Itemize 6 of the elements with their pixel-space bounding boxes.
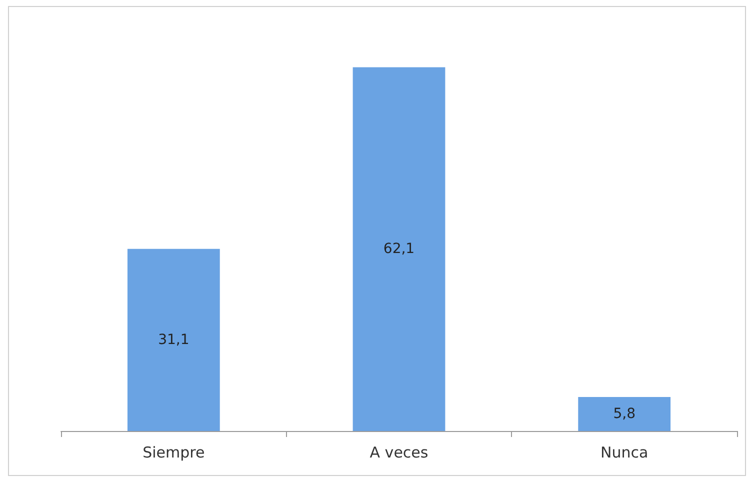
x-tick-label: Siempre — [142, 444, 205, 462]
data-label: 5,8 — [613, 406, 636, 422]
x-tick-label: A veces — [370, 444, 428, 462]
data-label: 62,1 — [383, 241, 415, 258]
data-label: 31,1 — [158, 332, 190, 348]
x-tick-label: Nunca — [600, 444, 648, 462]
